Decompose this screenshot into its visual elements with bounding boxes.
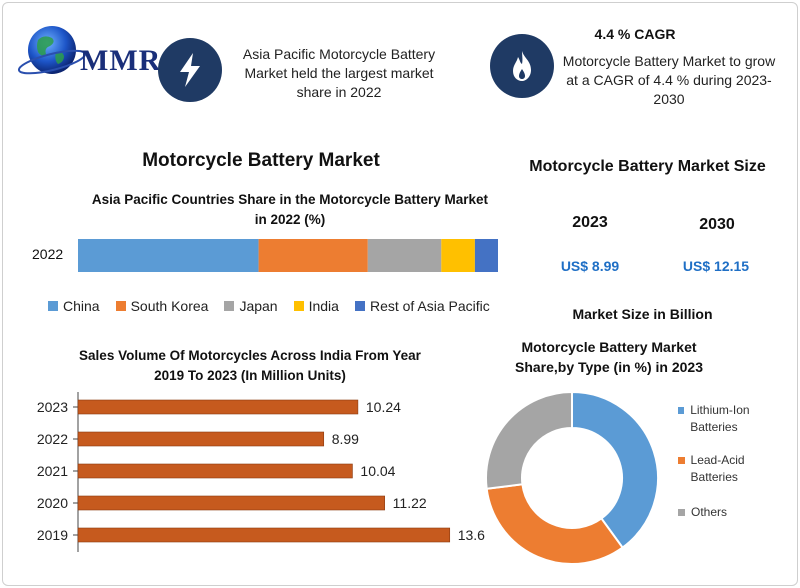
sales-year-label-2019: 2019 <box>37 527 68 543</box>
stacked-segment-rest-of-asia-pacific <box>474 239 498 272</box>
donut-legend-item-others: Others <box>678 504 788 521</box>
legend-item-china: China <box>48 298 100 314</box>
globe-logo-icon <box>17 26 87 75</box>
donut-slice-lithium-ion-batteries <box>571 392 658 549</box>
legend-label: China <box>63 298 100 314</box>
stacked-segment-china <box>78 239 259 272</box>
stacked-bar-category-label: 2022 <box>32 246 64 262</box>
sales-bar-2022 <box>77 431 325 447</box>
legend-item-rest-of-asia-pacific: Rest of Asia Pacific <box>354 298 490 314</box>
donut-chart-title: Motorcycle Battery Market Share,by Type … <box>514 339 704 375</box>
sales-value-label-2021: 10.04 <box>360 463 395 479</box>
legend-label: Japan <box>239 298 278 314</box>
sales-year-label-2023: 2023 <box>37 399 68 415</box>
legend-item-japan: Japan <box>224 298 278 314</box>
sales-bar-2020 <box>77 495 385 511</box>
sales-year-label-2021: 2021 <box>37 463 68 479</box>
sales-value-label-2019: 13.6 <box>458 527 485 543</box>
sales-bar-2023 <box>77 399 359 415</box>
legend-item-south-korea: South Korea <box>115 298 209 314</box>
market-size-year-2030: 2030 <box>699 216 735 233</box>
stacked-segment-india <box>441 239 475 272</box>
sales-chart-title: Sales Volume Of Motorcycles Across India… <box>79 348 421 383</box>
legend-swatch <box>354 301 365 311</box>
lightning-bolt-icon <box>158 38 222 102</box>
stacked-legend: China South Korea Japan India Rest of Asia P… <box>48 298 490 314</box>
sales-bar-2021 <box>77 463 353 479</box>
sales-value-label-2022: 8.99 <box>332 431 359 447</box>
legend-swatch <box>678 407 685 414</box>
stacked-bar-chart <box>78 239 498 272</box>
sales-year-label-2020: 2020 <box>37 495 68 511</box>
legend-item-india: India <box>293 298 339 314</box>
sales-value-label-2023: 10.24 <box>366 399 401 415</box>
stacked-segment-south-korea <box>258 239 368 272</box>
flame-icon <box>490 34 554 98</box>
donut-legend-label: Lead-Acid Batteries <box>690 453 745 484</box>
market-size-year-2023: 2023 <box>572 214 608 231</box>
legend-swatch <box>48 301 58 311</box>
donut-legend-label: Others <box>691 505 728 519</box>
stacked-chart-title: Asia Pacific Countries Share in the Moto… <box>91 192 489 227</box>
stacked-segment-japan <box>367 239 442 272</box>
donut-legend: Lithium-Ion Batteries Lead-Acid Batteries… <box>678 402 788 521</box>
legend-swatch <box>224 301 235 311</box>
legend-swatch <box>115 301 126 311</box>
sales-value-label-2020: 11.22 <box>393 495 427 511</box>
sales-year-label-2022: 2022 <box>37 431 68 447</box>
legend-label: South Korea <box>130 298 209 314</box>
legend-label: India <box>308 298 339 314</box>
donut-legend-item-lithium-ion-batteries: Lithium-Ion Batteries <box>678 402 788 436</box>
market-size-note: Market Size in Billion <box>572 306 713 322</box>
donut-slice-others <box>486 392 573 490</box>
legend-label: Rest of Asia Pacific <box>369 298 490 314</box>
market-size-title: Motorcycle Battery Market Size <box>529 158 766 175</box>
cagr-title: 4.4 % CAGR <box>594 26 676 42</box>
donut-legend-label: Lithium-Ion Batteries <box>690 403 750 434</box>
logo-text: MMR <box>80 44 162 77</box>
donut-legend-item-lead-acid-batteries: Lead-Acid Batteries <box>678 452 788 486</box>
highlight-text-cagr: Motorcycle Battery Market to grow at a C… <box>562 53 776 107</box>
donut-chart <box>486 392 658 564</box>
highlight-text-regional-share: Asia Pacific Motorcycle Battery Market h… <box>242 46 436 100</box>
legend-swatch <box>678 457 685 464</box>
sales-bar-2019 <box>77 527 451 543</box>
market-size-value-2023: US$ 8.99 <box>560 258 620 274</box>
market-size-value-2030: US$ 12.15 <box>682 258 750 274</box>
sales-bar-chart: 2023 10.24 2022 8.99 2021 10.04 2020 11.22 2019 1… <box>37 392 485 552</box>
donut-slice-lead-acid-batteries <box>486 483 624 564</box>
legend-swatch <box>293 301 304 311</box>
legend-swatch <box>678 509 685 516</box>
main-title: Motorcycle Battery Market <box>142 150 380 171</box>
